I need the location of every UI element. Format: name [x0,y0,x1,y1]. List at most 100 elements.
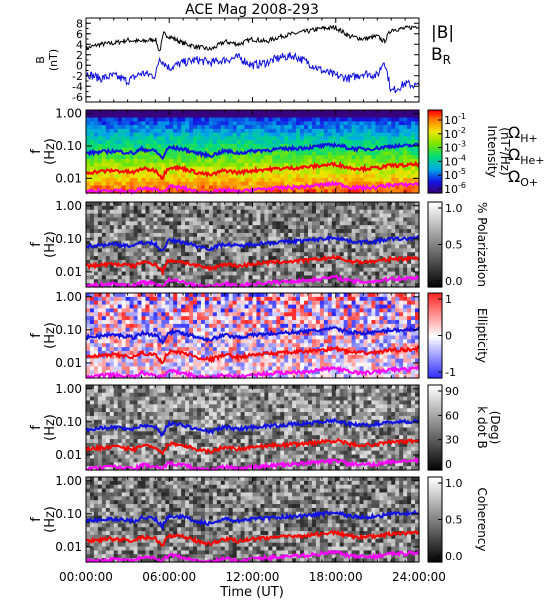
spectrogram-cell [169,147,174,153]
spectrogram-cell [161,323,166,329]
spectrogram-cell [129,304,135,310]
spectrogram-cell [129,271,135,277]
spectrogram-cell [323,166,329,171]
spectrogram-cell [145,312,151,317]
spectrogram-cell [276,155,281,160]
spectrogram-cell [292,252,297,257]
spectrogram-cell [399,202,404,207]
spectrogram-cell [149,132,154,138]
spectrogram-cell [264,244,269,249]
spectrogram-cell [220,217,226,222]
spectrogram-cell [391,240,396,246]
spectrogram-cell [331,189,337,194]
spectrogram-cell [315,147,321,153]
colorbar-segment [428,231,442,235]
spectrogram-cell [304,155,309,160]
spectrogram-cell [415,209,420,215]
spectrogram-cell [240,113,246,119]
spectrogram-cell [153,177,158,183]
spectrogram-cell [101,323,107,329]
spectrogram-cell [284,236,289,242]
spectrogram-cell [236,279,242,284]
spectrogram-cell [113,236,119,242]
spectrogram-cell [288,121,293,126]
spectrogram-cell [292,136,297,141]
spectrogram-cell [367,162,373,168]
spectrogram-cell [149,110,154,115]
spectrogram-cell [93,136,99,141]
spectrogram-cell [125,304,131,310]
spectrogram-cell [244,189,250,194]
spectrogram-cell [347,177,353,183]
spectrogram-cell [149,125,154,130]
spectrogram-cell [145,335,151,340]
spectrogram-cell [169,275,174,280]
spectrogram-cell [319,125,325,130]
spectrogram-cell [379,185,384,190]
spectrogram-cell [300,113,305,119]
spectrogram-cell [244,132,250,138]
spectrogram-cell [319,155,325,160]
spectrogram-cell [204,350,210,356]
spectrogram-cell [113,121,119,126]
spectrogram-cell [93,128,99,134]
spectrogram-cell [355,189,361,194]
spectrogram-cell [308,232,313,238]
spectrogram-cell [109,170,115,175]
spectrogram-cell [343,125,349,130]
spectrogram-cell [355,177,361,183]
spectrogram-cell [335,166,341,171]
spectrogram-cell [335,140,341,145]
spectrogram-cell [157,110,162,115]
spectrogram-cell [395,174,400,179]
spectrogram-cell [296,267,301,273]
spectrogram-cell [208,304,214,310]
spectrogram-cell [224,300,230,306]
spectrogram-cell [395,229,400,234]
spectrogram-cell [105,205,111,211]
colorbar-segment [428,248,442,252]
colorbar-segment [428,166,442,169]
spectrogram-cell [161,259,166,265]
spectrogram-cell [129,362,135,368]
spectrogram-cell [300,117,305,122]
spectrogram-cell [363,177,369,183]
spectrogram-cell [351,229,357,234]
spectrogram-cell [379,232,384,238]
spectrogram-cell [300,271,305,277]
spectrogram-cell [280,217,285,222]
spectrogram-cell [228,121,234,126]
spectrogram-cell [97,316,103,321]
spectrogram-cell [200,174,206,179]
spectrogram-cell [339,177,345,183]
spectrogram-cell [137,128,143,134]
spectrogram-cell [300,121,305,126]
spectrogram-cell [125,252,131,257]
spectrogram-cell [296,125,301,130]
spectrogram-cell [181,143,186,149]
spectrogram-cell [240,300,246,306]
spectrogram-cell [169,136,174,141]
spectrogram-cell [256,166,262,171]
colorbar-segment [428,250,442,254]
spectrogram-cell [252,181,258,187]
spectrogram-cell [319,217,325,222]
spectrogram-cell [347,170,353,175]
colorbar-tick-label: 10-4 [444,153,466,168]
spectrogram-cell [244,217,250,222]
spectrogram-cell [371,166,376,171]
colorbar-polarization: 1.00.50.0% Polarization [427,201,489,288]
spectrogram-cell [343,202,349,207]
spectrogram-cell [129,143,135,149]
spectrogram-cell [197,155,202,160]
spectrogram-cell [415,229,420,234]
spectrogram-cell [165,189,170,194]
spectrogram-cell [415,189,420,194]
spectrogram-cell [113,259,119,265]
spectrogram-cell [319,136,325,141]
spectrogram-cell [240,177,246,183]
spectrogram-cell [260,217,265,222]
spectrogram-cell [403,151,408,156]
spectrogram-cell [288,117,293,122]
spectrogram-cell [244,347,250,352]
